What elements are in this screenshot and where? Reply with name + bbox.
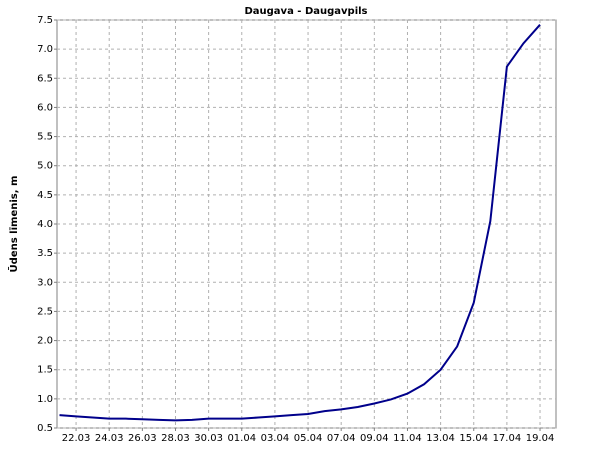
y-tick-label: 2.0 (37, 336, 53, 347)
x-tick-label: 11.04 (393, 433, 422, 444)
x-tick-label: 01.04 (227, 433, 256, 444)
x-tick-label: 26.03 (128, 433, 157, 444)
x-tick-label: 09.04 (360, 433, 389, 444)
y-axis-label: Ūdens līmenis, m (7, 176, 20, 273)
y-tick-label: 4.5 (37, 190, 53, 201)
y-tick-label: 4.0 (37, 219, 53, 230)
x-tick-label: 22.03 (62, 433, 91, 444)
y-tick-label: 3.0 (37, 277, 53, 288)
y-tick-label: 1.5 (37, 365, 53, 376)
y-tick-label: 2.5 (37, 306, 53, 317)
x-tick-label: 30.03 (194, 433, 223, 444)
x-tick-label: 05.04 (294, 433, 323, 444)
x-tick-label: 24.03 (95, 433, 124, 444)
x-tick-label: 15.04 (459, 433, 488, 444)
x-tick-label: 28.03 (161, 433, 190, 444)
y-tick-label: 7.0 (37, 44, 53, 55)
y-tick-label: 1.0 (37, 394, 53, 405)
data-line (59, 23, 541, 422)
y-tick-label: 5.5 (37, 132, 53, 143)
x-tick-label: 13.04 (426, 433, 455, 444)
chart-title: Daugava - Daugavpils (244, 6, 367, 17)
y-tick-label: 6.5 (37, 73, 53, 84)
y-tick-label: 3.5 (37, 248, 53, 259)
y-tick-label: 0.5 (37, 423, 53, 434)
x-tick-label: 19.04 (526, 433, 555, 444)
y-tick-label: 7.5 (37, 15, 53, 26)
x-tick-label: 17.04 (493, 433, 522, 444)
x-tick-label: 03.04 (261, 433, 290, 444)
y-tick-label: 6.0 (37, 102, 53, 113)
x-tick-label: 07.04 (327, 433, 356, 444)
y-tick-label: 5.0 (37, 161, 53, 172)
